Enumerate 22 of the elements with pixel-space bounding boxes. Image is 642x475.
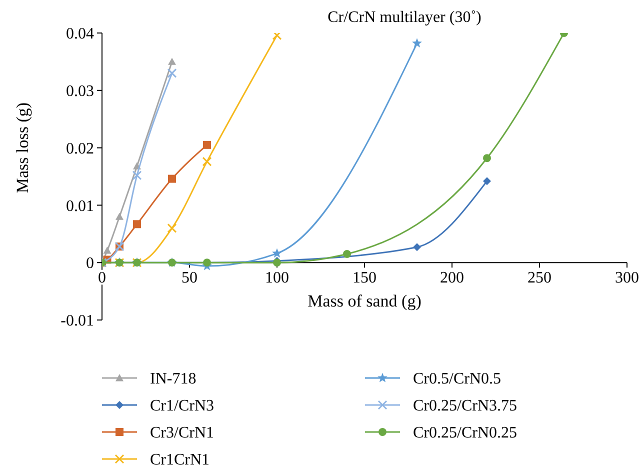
x-tick-label: 300	[615, 270, 639, 287]
y-tick-label: -0.01	[60, 312, 94, 330]
legend-label: Cr0.25/CrN3.75	[413, 398, 517, 415]
y-tick-label: 0.01	[66, 198, 94, 215]
y-axis-title: Mass loss (g)	[13, 102, 32, 194]
legend-label: IN-718	[150, 370, 196, 388]
y-tick-label: 0	[86, 255, 94, 272]
x-tick-label: 100	[265, 270, 289, 287]
y-tick-label: 0.04	[66, 26, 94, 43]
legend-label: Cr3/CrN1	[150, 424, 214, 442]
legend-label: Cr0.5/CrN0.5	[413, 370, 501, 388]
chart-title: Cr/CrN multilayer (30˚)	[328, 9, 482, 26]
legend-label: Cr1CrN1	[150, 452, 210, 469]
y-tick-label: 0.02	[66, 140, 94, 158]
x-axis-title: Mass of sand (g)	[308, 292, 422, 311]
x-tick-label: 50	[182, 270, 198, 287]
x-tick-label: 250	[528, 270, 552, 287]
x-tick-label: 200	[440, 270, 464, 287]
x-tick-label: 150	[352, 270, 376, 287]
legend-label: Cr0.25/CrN0.25	[413, 424, 517, 442]
y-tick-label: 0.03	[66, 83, 94, 100]
legend-label: Cr1/CrN3	[150, 398, 214, 415]
